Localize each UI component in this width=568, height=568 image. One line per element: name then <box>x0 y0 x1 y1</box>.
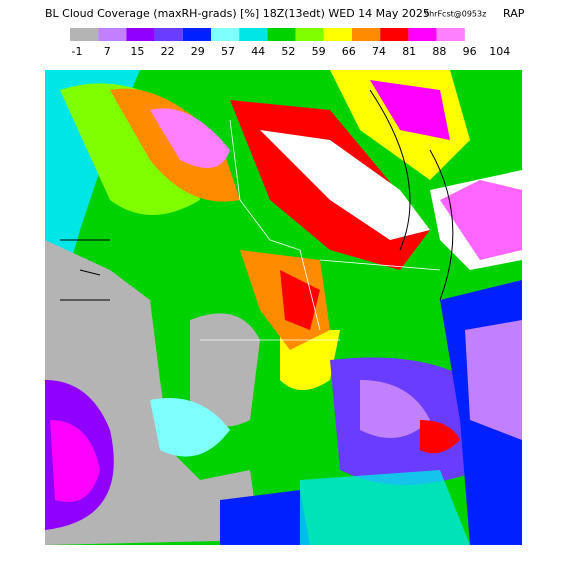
color-swatch <box>98 28 127 41</box>
colorbar-label: 7 <box>104 45 111 58</box>
colorbar-label: -1 <box>72 45 83 58</box>
colorbar-label: 81 <box>402 45 416 58</box>
colorbar-label: 104 <box>489 45 510 58</box>
map <box>45 70 522 545</box>
colorbar-label: 44 <box>251 45 265 58</box>
colorbar-label: 59 <box>312 45 326 58</box>
color-swatch <box>352 28 381 41</box>
color-swatch <box>211 28 240 41</box>
color-swatch <box>408 28 437 41</box>
colorbar-label: 57 <box>221 45 235 58</box>
color-swatch <box>154 28 183 41</box>
colorbar-label: 52 <box>281 45 295 58</box>
colorbar-label: 15 <box>130 45 144 58</box>
color-swatch <box>295 28 324 41</box>
colorbar: -1 7 15 22 29 57 44 52 59 66 74 81 88 96 104 <box>70 28 510 58</box>
color-swatch <box>323 28 352 41</box>
color-swatch <box>267 28 296 41</box>
run-label: 9hrFcst@0953z <box>424 10 486 19</box>
colorbar-label: 96 <box>463 45 477 58</box>
colorbar-label: 29 <box>191 45 205 58</box>
colorbar-label: 22 <box>161 45 175 58</box>
colorbar-label: 66 <box>342 45 356 58</box>
color-swatch <box>380 28 409 41</box>
colorbar-label: 74 <box>372 45 386 58</box>
color-swatch <box>239 28 268 41</box>
color-swatch <box>126 28 155 41</box>
colorbar-label: 88 <box>432 45 446 58</box>
color-swatch <box>436 28 465 41</box>
color-swatch <box>182 28 211 41</box>
model-label: RAP <box>503 7 525 20</box>
color-swatch <box>70 28 99 41</box>
title: BL Cloud Coverage (maxRH-grads) [%] 18Z(… <box>45 7 430 20</box>
